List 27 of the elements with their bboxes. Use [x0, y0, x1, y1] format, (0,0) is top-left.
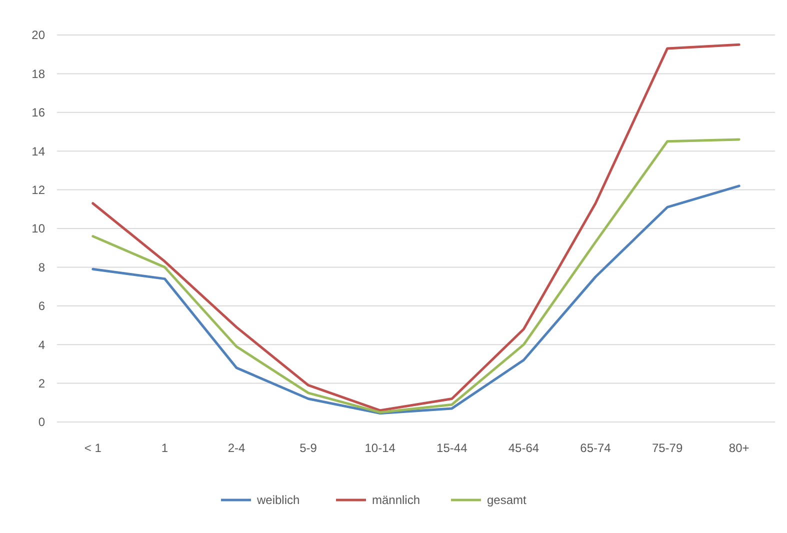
- y-tick-label: 20: [32, 28, 46, 42]
- y-tick-label: 6: [38, 299, 46, 314]
- x-tick-label: 2-4: [228, 441, 246, 455]
- x-tick-label: 1: [161, 441, 168, 455]
- x-tick-label: 75-79: [652, 441, 683, 455]
- x-tick-label: 10-14: [364, 441, 396, 455]
- y-tick-label: 2: [38, 376, 46, 390]
- y-tick-label: 8: [38, 260, 46, 274]
- line-series: [92, 184, 740, 415]
- y-tick-label: 10: [32, 222, 46, 236]
- y-tick-label: 14: [32, 144, 46, 158]
- x-tick-label: 65-74: [580, 441, 612, 455]
- y-tick-label: 0: [38, 415, 46, 430]
- legend-label: gesamt: [487, 493, 528, 508]
- y-tick-label: 4: [38, 338, 46, 352]
- legend-label: männlich: [372, 493, 420, 508]
- y-tick-label: 12: [32, 183, 46, 197]
- x-tick-label: < 1: [84, 441, 102, 455]
- legend-label: weiblich: [256, 493, 300, 508]
- x-tick-label: 5-9: [300, 441, 318, 455]
- y-tick-label: 18: [32, 66, 46, 81]
- x-tick-label: 80+: [728, 441, 750, 455]
- line-series: [92, 43, 740, 412]
- x-tick-label: 45-64: [508, 441, 540, 455]
- x-tick-label: 15-44: [436, 441, 468, 455]
- line-series: [92, 138, 740, 414]
- y-tick-label: 16: [32, 106, 46, 120]
